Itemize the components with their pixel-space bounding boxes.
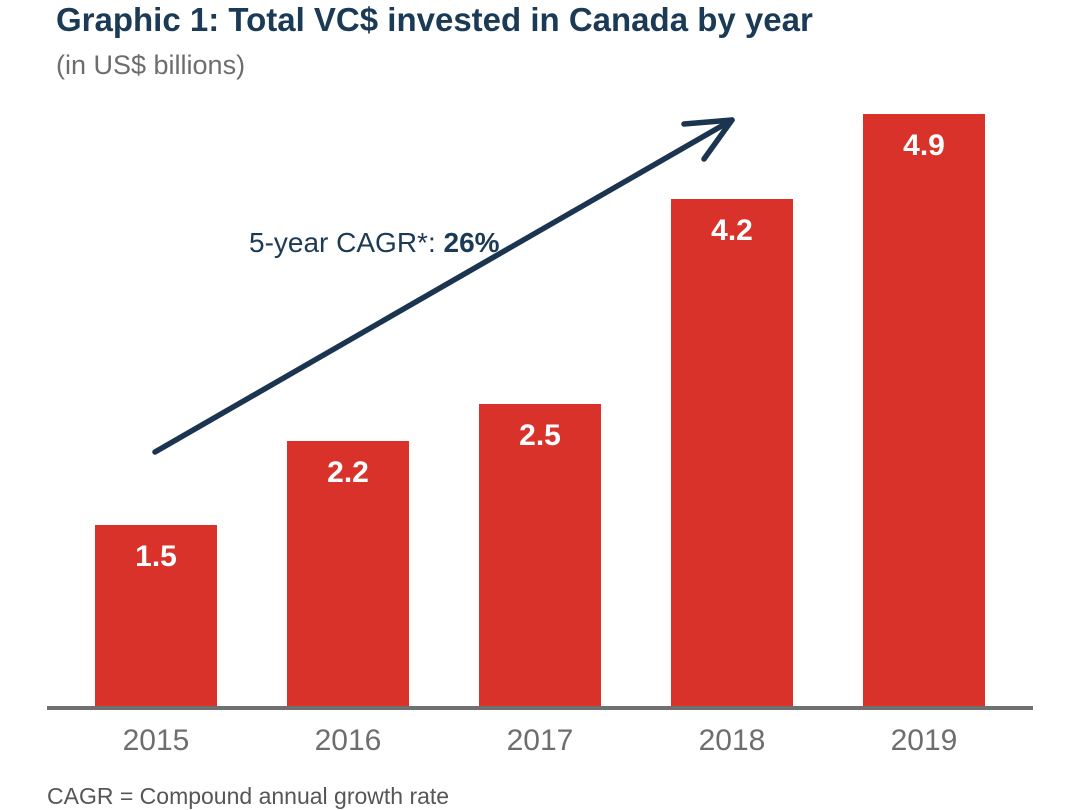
- bar-2015: 1.5: [95, 525, 217, 707]
- bar-value-label-2015: 1.5: [135, 540, 177, 573]
- chart-title: Graphic 1: Total VC$ invested in Canada …: [56, 1, 813, 38]
- cagr-annotation-label: 5-year CAGR*:: [249, 227, 444, 258]
- bar-value-label-2017: 2.5: [519, 419, 561, 452]
- bar-2019: 4.9: [863, 114, 985, 707]
- x-tick-2018: 2018: [698, 724, 766, 757]
- bar-2017: 2.5: [479, 404, 601, 707]
- chart-header: Graphic 1: Total VC$ invested in Canada …: [56, 1, 813, 81]
- x-tick-2015: 2015: [122, 724, 190, 757]
- trend-arrow-icon: [152, 117, 735, 455]
- cagr-annotation: 5-year CAGR*: 26%: [249, 227, 500, 259]
- bars: 1.5 2.2 2.5 4.2 4.9: [47, 113, 1033, 707]
- bar-2018: 4.2: [671, 199, 793, 707]
- bar-value-label-2019: 4.9: [903, 129, 945, 162]
- x-tick-2019: 2019: [890, 724, 958, 757]
- x-tick-2016: 2016: [314, 724, 382, 757]
- bar-value-label-2016: 2.2: [327, 456, 369, 489]
- x-tick-2017: 2017: [506, 724, 574, 757]
- cagr-annotation-value: 26%: [443, 227, 500, 258]
- x-axis-labels: 2015 2016 2017 2018 2019: [47, 724, 1033, 758]
- bar-2016: 2.2: [287, 441, 409, 707]
- x-axis-line: [47, 706, 1033, 710]
- bar-value-label-2018: 4.2: [711, 214, 753, 247]
- footnote: CAGR = Compound annual growth rate: [47, 783, 450, 809]
- chart-subtitle: (in US$ billions): [56, 50, 246, 81]
